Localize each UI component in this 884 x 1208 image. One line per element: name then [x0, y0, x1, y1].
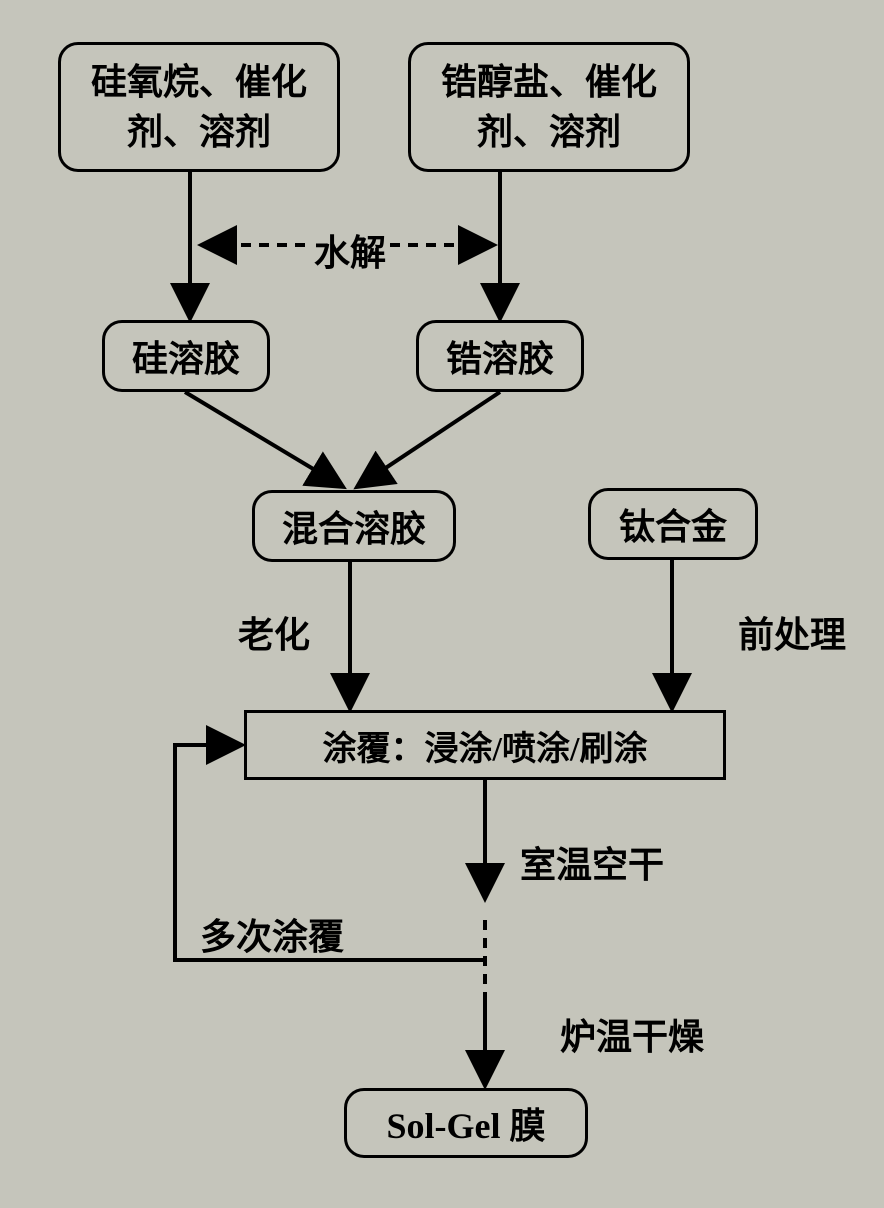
node-text: 硅氧烷、催化剂、溶剂 [73, 57, 325, 158]
node-input-silane: 硅氧烷、催化剂、溶剂 [58, 42, 340, 172]
label-text: 多次涂覆 [200, 917, 344, 957]
node-text: 钛合金 [619, 498, 727, 550]
node-text: 混合溶胶 [282, 500, 426, 552]
node-input-zirconium: 锆醇盐、催化剂、溶剂 [408, 42, 690, 172]
label-pretreat: 前处理 [738, 606, 846, 658]
label-text: 老化 [238, 615, 310, 655]
label-multicoat: 多次涂覆 [200, 908, 344, 960]
node-text: 锆醇盐、催化剂、溶剂 [423, 57, 675, 158]
label-text: 炉温干燥 [560, 1017, 704, 1057]
node-text: 硅溶胶 [132, 330, 240, 382]
node-text: Sol-Gel 膜 [387, 1097, 546, 1149]
label-text: 室温空干 [520, 845, 664, 885]
node-titanium-alloy: 钛合金 [588, 488, 758, 560]
node-zirconium-sol: 锆溶胶 [416, 320, 584, 392]
label-aging: 老化 [238, 606, 310, 658]
label-text: 水解 [314, 233, 386, 273]
label-hydrolysis: 水解 [314, 224, 386, 276]
node-solgel-result: Sol-Gel 膜 [344, 1088, 588, 1158]
label-ovendry: 炉温干燥 [560, 1008, 704, 1060]
node-silicon-sol: 硅溶胶 [102, 320, 270, 392]
flowchart-arrows [0, 0, 884, 1208]
node-text: 锆溶胶 [446, 330, 554, 382]
label-airdry: 室温空干 [520, 836, 664, 888]
node-coating: 涂覆：浸涂/喷涂/刷涂 [244, 710, 726, 780]
node-mixed-sol: 混合溶胶 [252, 490, 456, 562]
node-text: 涂覆：浸涂/喷涂/刷涂 [323, 721, 648, 770]
label-text: 前处理 [738, 615, 846, 655]
